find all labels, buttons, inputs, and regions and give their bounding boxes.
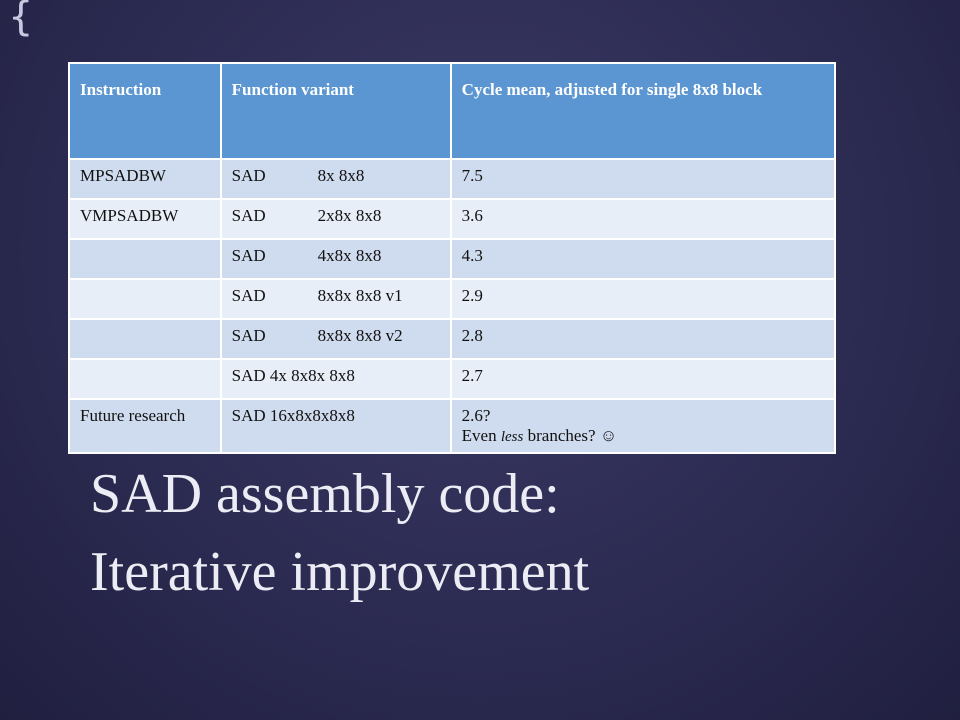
cell-text: SAD (231, 326, 266, 345)
cell-text: 2x8x 8x8 (317, 206, 382, 225)
header-cell: Function variant (219, 62, 452, 160)
cell-text: 8x8x 8x8 v1 (317, 286, 403, 305)
cell-text: Future research (80, 406, 186, 425)
cell-text: SAD (231, 246, 266, 265)
table-cell (68, 318, 222, 360)
cell-text: SAD (231, 206, 266, 225)
cell-text: 2.6? (461, 406, 491, 425)
table-cell: SAD 8x8x 8x8 v1 (219, 278, 452, 320)
cell-text: 8x 8x8 (317, 166, 365, 185)
cell-text: 2.8 (461, 326, 483, 345)
table-cell: SAD 8x8x 8x8 v2 (219, 318, 452, 360)
table-row: Future research SAD 16x8x8x8x8 2.6? Even le… (68, 398, 837, 454)
cell-line: Even less branches? ☺ (462, 426, 824, 446)
cell-text: 8x8x 8x8 v2 (317, 326, 403, 345)
table-cell: 2.6? Even less branches? ☺ (449, 398, 837, 454)
table-row: MPSADBW SAD 8x 8x8 7.5 (68, 158, 837, 200)
table-cell: MPSADBW (68, 158, 222, 200)
table-cell: 7.5 (449, 158, 837, 200)
table-row: SAD 4x8x 8x8 4.3 (68, 238, 837, 280)
cell-text: 2.9 (461, 286, 483, 305)
table-cell: Future research (68, 398, 222, 454)
table-cell (68, 358, 222, 400)
cell-text: 4x8x 8x8 (317, 246, 382, 265)
table-cell (68, 238, 222, 280)
table: Instruction Function variant Cycle mean, a… (68, 62, 837, 454)
header-cell: Cycle mean, adjusted for single 8x8 bloc… (449, 62, 837, 160)
cell-text: MPSADBW (80, 166, 166, 185)
table-row: VMPSADBW SAD 2x8x 8x8 3.6 (68, 198, 837, 240)
table-cell: 2.8 (449, 318, 837, 360)
cell-text: 7.5 (461, 166, 483, 185)
table-cell: SAD 4x 8x8x 8x8 (219, 358, 452, 400)
cell-text: SAD 16x8x8x8x8 (231, 406, 355, 425)
title-line: SAD assembly code: (90, 463, 560, 525)
cell-text: 3.6 (461, 206, 483, 225)
table-cell: SAD 4x8x 8x8 (219, 238, 452, 280)
cell-text: SAD 4x 8x8x 8x8 (231, 366, 355, 385)
table-row: SAD 8x8x 8x8 v1 2.9 (68, 278, 837, 320)
table-cell: SAD 2x8x 8x8 (219, 198, 452, 240)
cell-text: SAD (231, 166, 266, 185)
cell-text-italic: less (500, 429, 524, 445)
table-cell: SAD 16x8x8x8x8 (219, 398, 452, 454)
table-cell: VMPSADBW (68, 198, 222, 240)
header-row: Instruction Function variant Cycle mean, a… (68, 62, 837, 160)
table-cell: 2.9 (449, 278, 837, 320)
cell-text: 2.7 (461, 366, 483, 385)
decor-brace: { (8, 0, 34, 40)
header-cell: Instruction (68, 62, 222, 160)
title-line: Iterative improvement (90, 541, 590, 603)
cell-text: branches? ☺ (527, 426, 618, 445)
table-cell (68, 278, 222, 320)
table-row: SAD 4x 8x8x 8x8 2.7 (68, 358, 837, 400)
table-cell: 3.6 (449, 198, 837, 240)
cell-text: SAD (231, 286, 266, 305)
cell-text: VMPSADBW (80, 206, 179, 225)
slide-title: SAD assembly code: Iterative improvement (90, 455, 589, 611)
cell-text: Even (461, 426, 497, 445)
table-cell: 4.3 (449, 238, 837, 280)
table-row: SAD 8x8x 8x8 v2 2.8 (68, 318, 837, 360)
table-cell: 2.7 (449, 358, 837, 400)
table-cell: SAD 8x 8x8 (219, 158, 452, 200)
cell-text: 4.3 (461, 246, 483, 265)
